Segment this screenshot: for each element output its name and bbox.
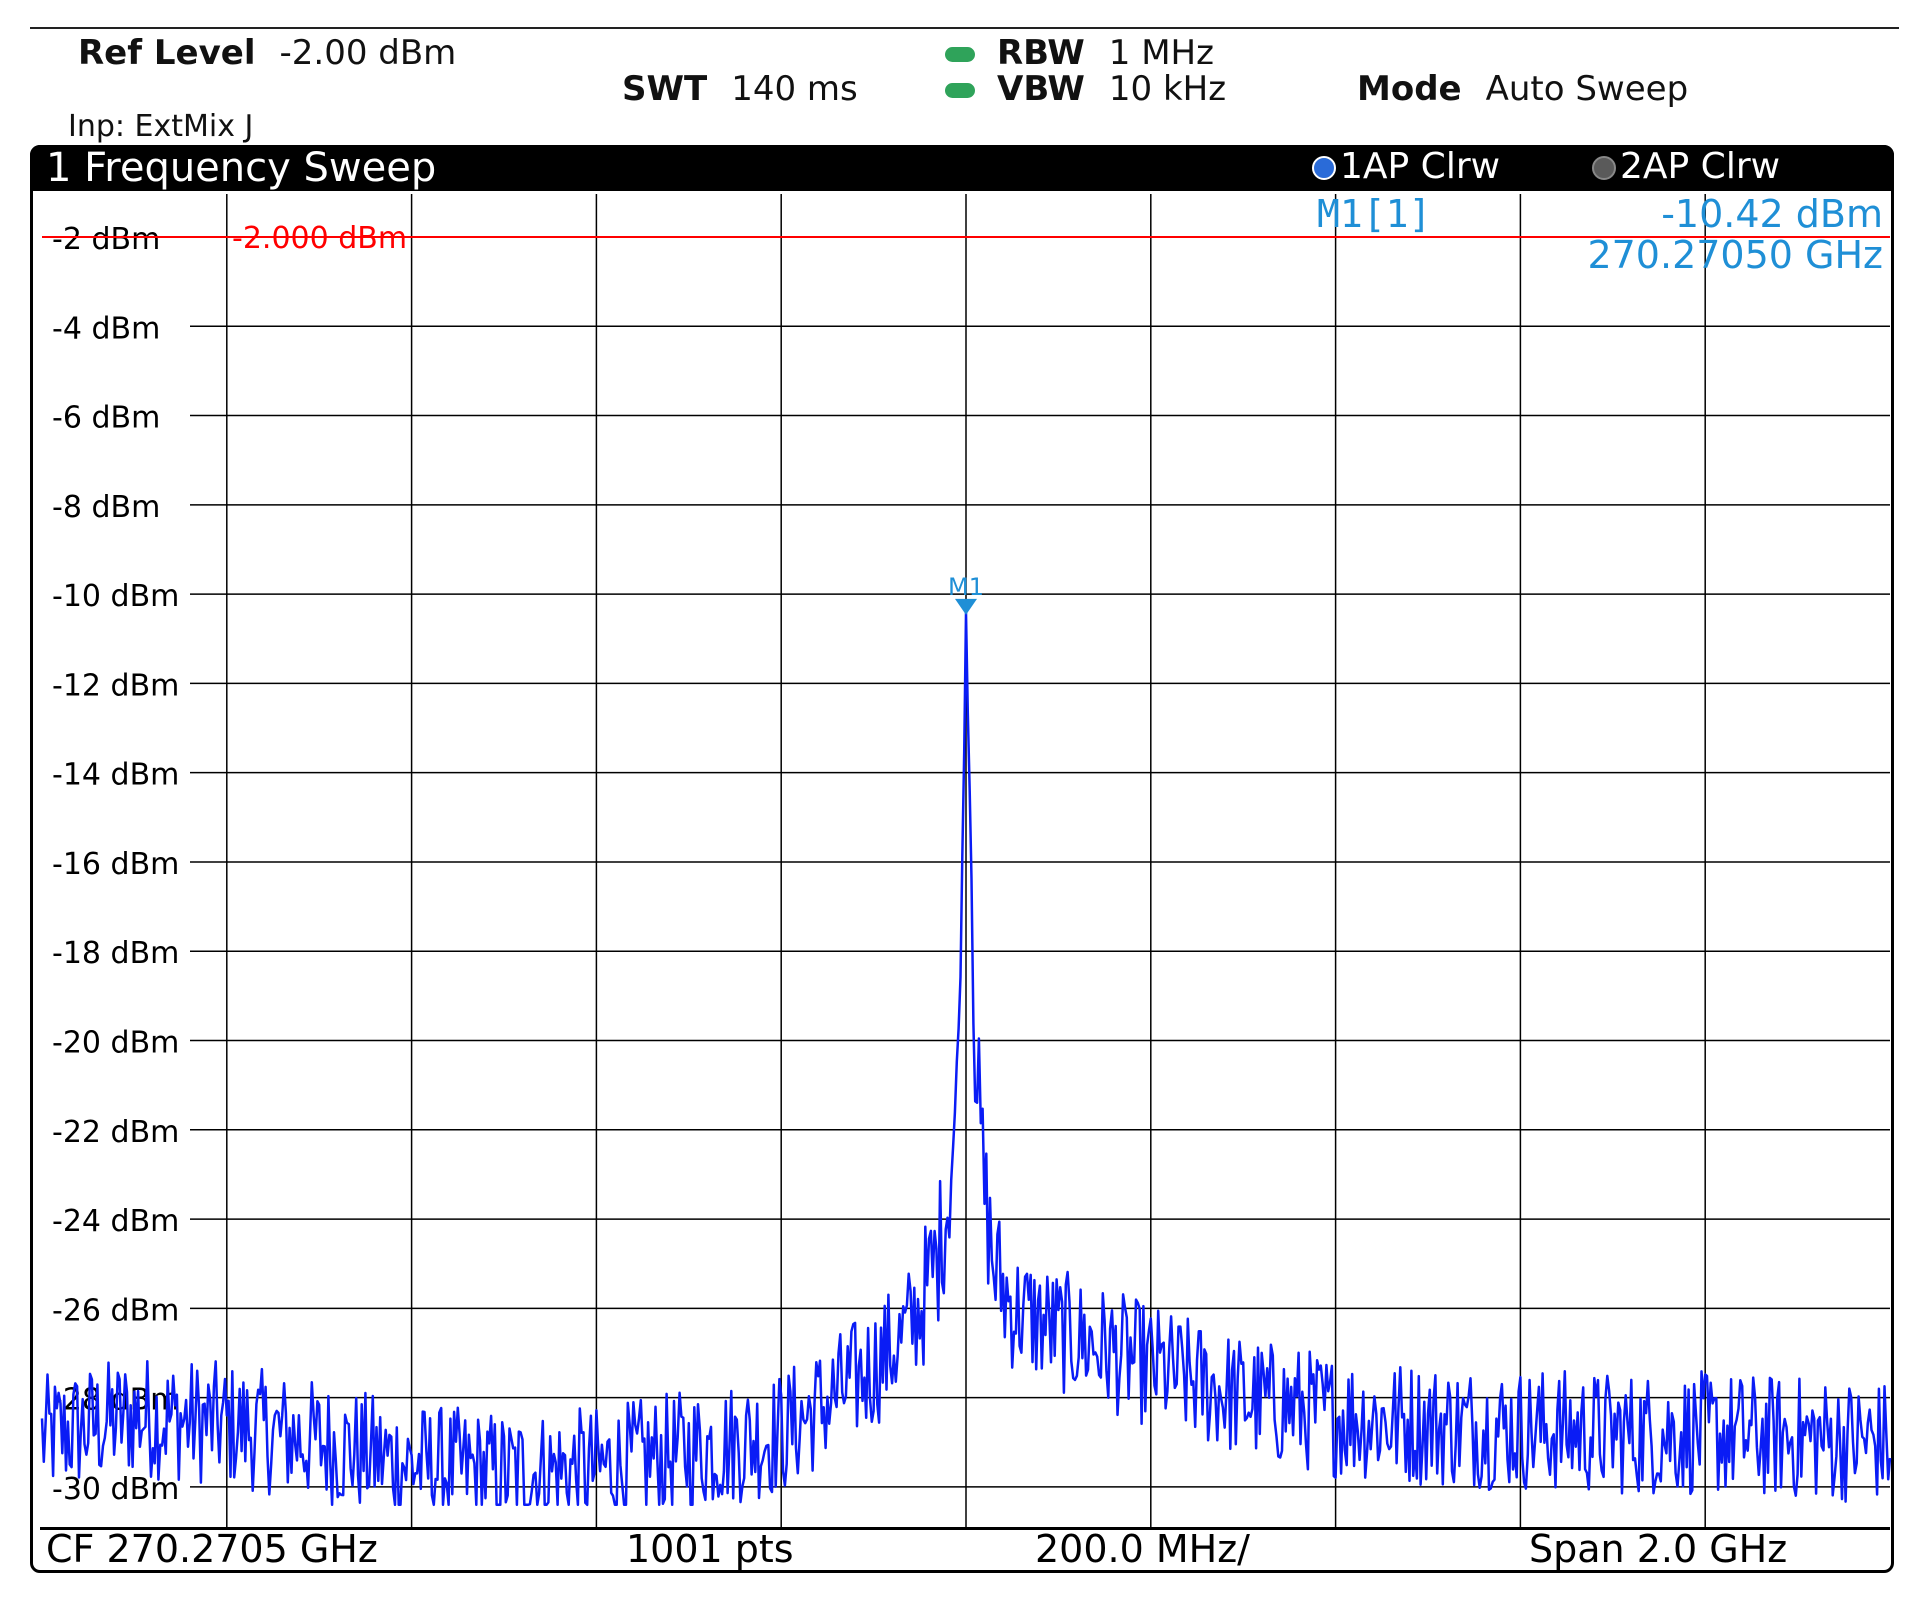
center-frequency[interactable]: CF 270.2705 GHz <box>46 1527 378 1571</box>
window-title[interactable]: 1 Frequency Sweep <box>46 145 437 191</box>
y-tick-label: -8 dBm <box>52 490 160 525</box>
y-tick-label: -24 dBm <box>52 1204 179 1239</box>
header-top-line <box>30 27 1899 29</box>
y-tick-label: -22 dBm <box>52 1115 179 1150</box>
trace-1-dot-icon <box>1312 156 1336 180</box>
y-tick-label: -12 dBm <box>52 668 179 703</box>
y-tick-label: -2 dBm <box>52 222 160 257</box>
rbw-value: 1 MHz <box>1108 33 1214 73</box>
input-readout: Inp: ExtMix J <box>68 109 254 144</box>
y-tick-label: -6 dBm <box>52 401 160 436</box>
ref-level-value: -2.00 dBm <box>279 33 457 73</box>
y-tick-label: -16 dBm <box>52 847 179 882</box>
rbw-readout[interactable]: RBW 1 MHz <box>945 36 1214 70</box>
y-tick-label: -10 dBm <box>52 579 179 614</box>
y-tick-label: -20 dBm <box>52 1026 179 1061</box>
frequency-per-division: 200.0 MHz/ <box>1035 1527 1250 1571</box>
trace-2-label: 2AP Clrw <box>1620 146 1781 187</box>
ref-level-label: Ref Level <box>78 33 256 73</box>
swt-value: 140 ms <box>731 69 858 109</box>
rbw-coupled-indicator-icon <box>945 47 975 62</box>
trace-2-dot-icon <box>1592 156 1616 180</box>
trace-1-label: 1AP Clrw <box>1340 146 1501 187</box>
rbw-label: RBW <box>997 33 1085 73</box>
reference-line-group: -2.000 dBm <box>42 221 1890 256</box>
marker-m1-label: M1 <box>948 573 984 601</box>
y-tick-label: -18 dBm <box>52 936 179 971</box>
mode-readout[interactable]: Mode Auto Sweep <box>1357 72 1688 106</box>
footer-bar <box>40 1527 1890 1571</box>
mode-value: Auto Sweep <box>1485 69 1689 109</box>
window-title-bar <box>30 145 1894 191</box>
y-axis-ticks: -2 dBm -4 dBm -6 dBm -8 dBm -10 dBm -12 dBm -1… <box>52 222 179 1507</box>
grid <box>190 194 1890 1527</box>
vbw-coupled-indicator-icon <box>945 83 975 98</box>
mode-label: Mode <box>1357 69 1462 109</box>
vbw-readout[interactable]: VBW 10 kHz <box>945 72 1226 106</box>
y-tick-label: -26 dBm <box>52 1293 179 1328</box>
reference-level-label: -2.000 dBm <box>232 221 407 256</box>
trace-1-indicator[interactable]: 1AP Clrw <box>1312 149 1500 185</box>
marker-readout-level: -10.42 dBm <box>1661 192 1883 236</box>
y-tick-label: -4 dBm <box>52 311 160 346</box>
marker-readout-frequency: 270.27050 GHz <box>1587 233 1883 277</box>
vbw-value: 10 kHz <box>1108 69 1227 109</box>
y-tick-label: -14 dBm <box>52 758 179 793</box>
marker-readout-name: M1[1] <box>1317 192 1431 236</box>
swt-label: SWT <box>622 69 708 109</box>
sweep-points[interactable]: 1001 pts <box>626 1527 794 1571</box>
trace-2-indicator[interactable]: 2AP Clrw <box>1592 149 1780 185</box>
y-tick-label: -30 dBm <box>52 1472 179 1507</box>
marker-m1-icon[interactable] <box>955 598 977 615</box>
ref-level-readout[interactable]: Ref Level -2.00 dBm <box>78 36 456 70</box>
swt-readout[interactable]: SWT 140 ms <box>622 72 858 106</box>
vbw-label: VBW <box>997 69 1085 109</box>
marker-m1-group[interactable]: M1 <box>948 573 984 615</box>
span[interactable]: Span 2.0 GHz <box>1529 1527 1788 1571</box>
